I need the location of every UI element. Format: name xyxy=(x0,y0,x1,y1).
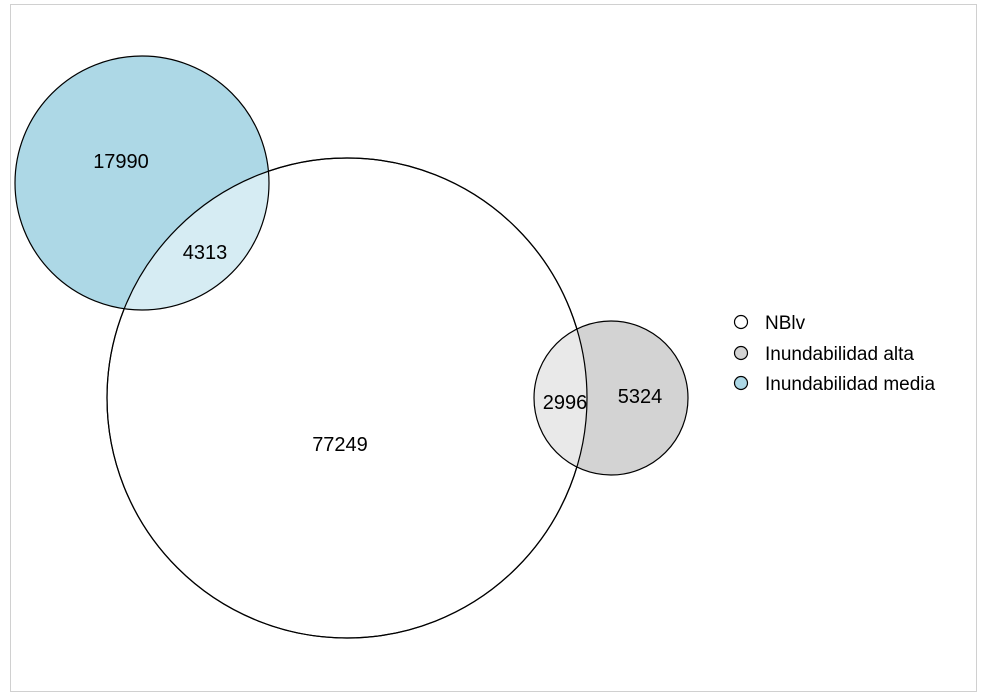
nblv-outline xyxy=(106,157,588,639)
legend: NBlv Inundabilidad alta Inundabilidad me… xyxy=(733,313,936,395)
region-nblv-alta-label: 2996 xyxy=(543,392,588,414)
legend-label-media: Inundabilidad media xyxy=(765,374,936,395)
region-media-nblv-label: 4313 xyxy=(183,242,228,264)
region-media-only-label: 17990 xyxy=(93,151,149,173)
alta-outline xyxy=(533,320,689,476)
region-nblv-only-label: 77249 xyxy=(312,434,368,456)
legend-label-alta: Inundabilidad alta xyxy=(765,344,914,365)
legend-key-nblv xyxy=(733,314,749,330)
legend-key-media xyxy=(733,375,749,391)
legend-label-nblv: NBlv xyxy=(765,313,806,334)
region-alta-only-label: 5324 xyxy=(618,386,663,408)
legend-key-alta xyxy=(733,345,749,361)
alta-overlap-region xyxy=(534,321,587,475)
media-outline xyxy=(14,55,270,311)
